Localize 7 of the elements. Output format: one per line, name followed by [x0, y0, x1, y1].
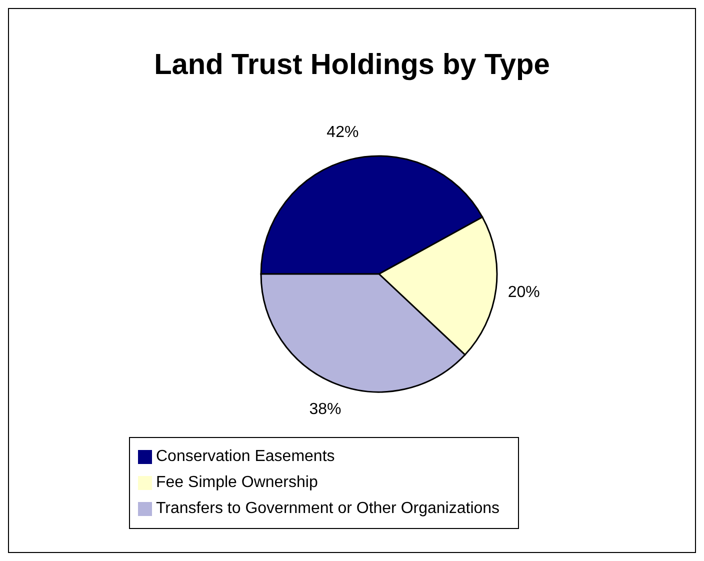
data-label: 38%: [309, 401, 342, 418]
legend-label: Fee Simple Ownership: [156, 474, 318, 491]
data-label: 20%: [508, 284, 540, 301]
legend-label: Transfers to Government or Other Organizations: [156, 500, 500, 517]
chart-title: Land Trust Holdings by Type: [153, 49, 551, 82]
data-label: 42%: [326, 124, 359, 142]
legend-label: Conservation Easements: [156, 448, 335, 465]
